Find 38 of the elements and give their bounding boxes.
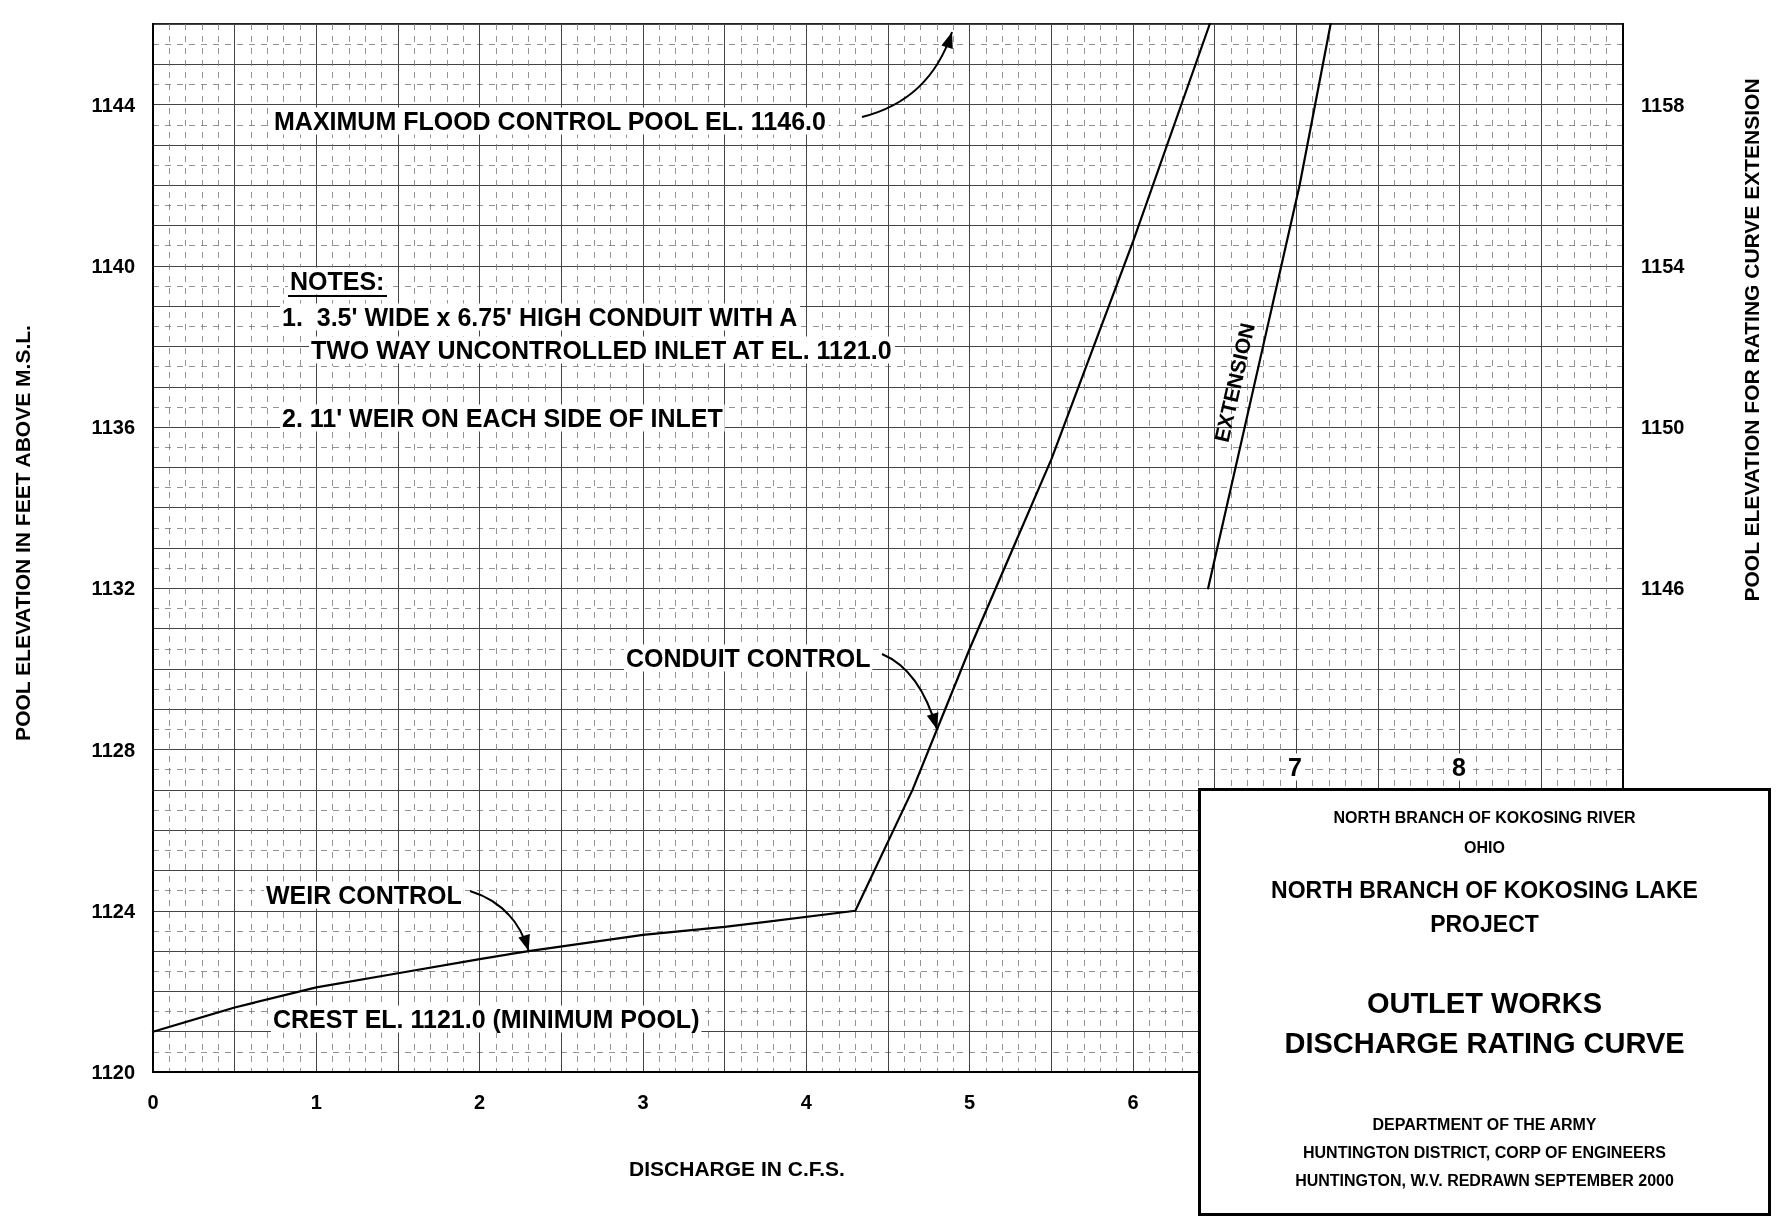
y2-tick-label: 1158 [1641, 93, 1685, 116]
x-tick-label: 0 [147, 1091, 159, 1113]
annotation: WEIR CONTROL [266, 881, 462, 909]
y2-tick-label: 1146 [1641, 577, 1685, 600]
text: DEPARTMENT OF THE ARMY [1371, 1115, 1598, 1135]
text: HUNTINGTON DISTRICT, CORP OF ENGINEERS [1302, 1143, 1667, 1163]
annotation: CONDUIT CONTROL [626, 644, 871, 672]
annotation: MAXIMUM FLOOD CONTROL POOL EL. 1146.0 [274, 107, 826, 135]
annotation: OHIO [1463, 838, 1506, 858]
annotation: 1. 3.5' WIDE x 6.75' HIGH CONDUIT WITH A [282, 303, 798, 331]
x-tick-label: 2 [474, 1091, 486, 1113]
annotation: 7 [1288, 753, 1302, 781]
y2-tick-label: 1154 [1641, 254, 1686, 277]
y-tick-label: 1132 [91, 577, 135, 600]
y-tick-label: 1140 [91, 254, 135, 277]
x-tick-label: 3 [637, 1091, 649, 1113]
x-tick-label: 5 [964, 1091, 976, 1113]
annotation: TWO WAY UNCONTROLLED INLET AT EL. 1121.0 [311, 336, 892, 364]
annotation: 8 [1452, 753, 1467, 781]
y-axis-title: POOL ELEVATION IN FEET ABOVE M.S.L. [10, 325, 34, 741]
y2-axis-title: POOL ELEVATION FOR RATING CURVE EXTENSION [1739, 78, 1763, 602]
annotation: CREST EL. 1121.0 (MINIMUM POOL) [273, 1005, 700, 1033]
y-tick-label: 1144 [91, 93, 136, 116]
y2-tick-label: 1150 [1641, 416, 1685, 439]
x-axis-title: DISCHARGE IN C.F.S. [629, 1156, 845, 1180]
y-tick-label: 1136 [91, 416, 135, 439]
annotation: 2. 11' WEIR ON EACH SIDE OF INLET [282, 404, 723, 432]
y-tick-label: 1124 [91, 899, 136, 922]
annotation: NORTH BRANCH OF KOKOSING LAKE PROJECT [1270, 876, 1699, 939]
x-tick-label: 6 [1127, 1091, 1139, 1113]
y-tick-label: 1128 [91, 738, 135, 761]
x-tick-label: 1 [310, 1091, 322, 1113]
annotation: NORTH BRANCH OF KOKOSING RIVER [1332, 808, 1637, 828]
x-tick-label: 4 [800, 1091, 813, 1113]
text: HUNTINGTON, W.V. REDRAWN SEPTEMBER 2000 [1294, 1171, 1675, 1191]
text: OUTLET WORKS DISCHARGE RATING CURVE [1283, 986, 1686, 1061]
annotation: NOTES: [290, 267, 385, 295]
y-tick-label: 1120 [91, 1061, 135, 1083]
